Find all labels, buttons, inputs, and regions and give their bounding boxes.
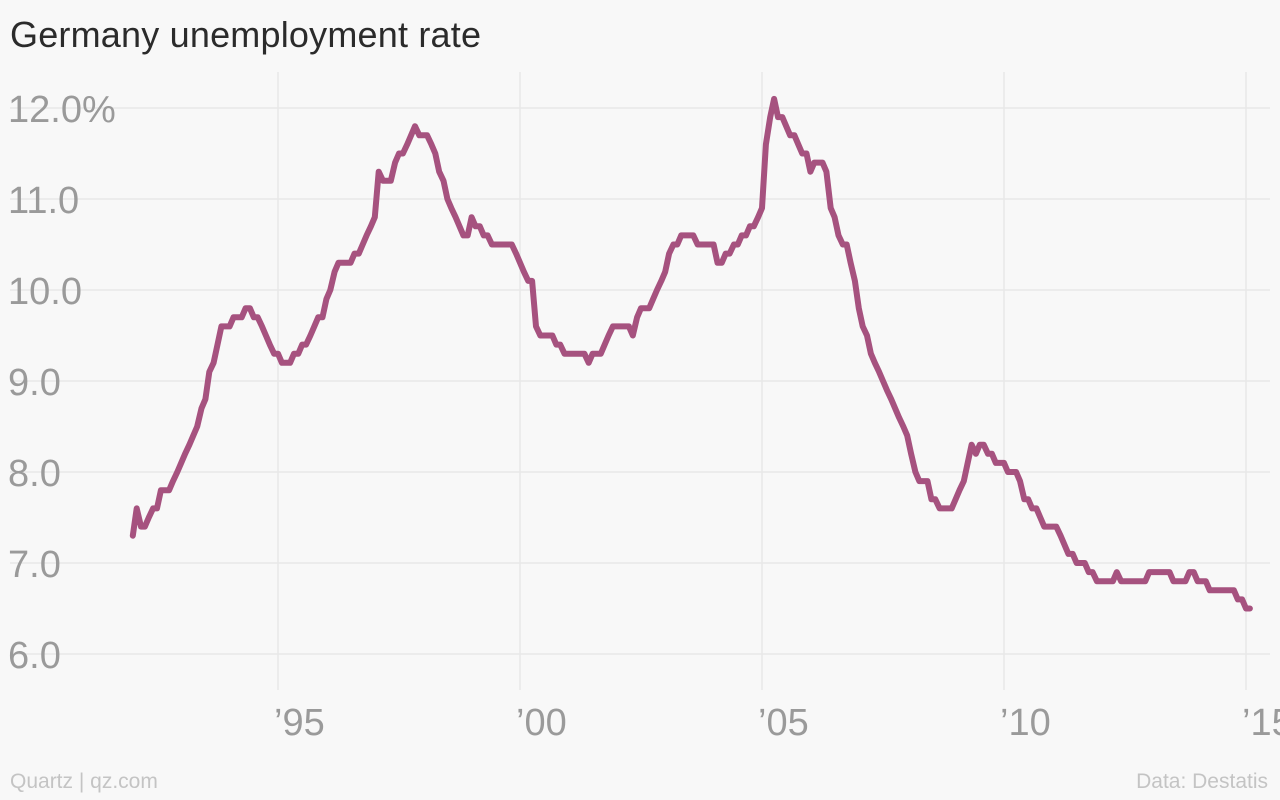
y-tick-label: 11.0 [8, 180, 79, 222]
x-tick-label: ’15 [1242, 702, 1280, 744]
y-tick-label: 6.0 [8, 635, 61, 677]
x-gridlines [277, 72, 1247, 690]
series-line-unemployment [129, 95, 1253, 612]
y-tick-label: 9.0 [8, 362, 61, 404]
y-tick-label: 10.0 [8, 271, 82, 313]
x-tick-label: ’05 [758, 702, 809, 744]
y-axis-ticks: 6.0 7.0 8.0 9.0 10.0 11.0 12.0% [8, 89, 116, 677]
x-tick-label: ’95 [274, 702, 325, 744]
y-tick-label: 8.0 [8, 453, 61, 495]
footer-source-right: Data: Destatis [1136, 770, 1268, 793]
x-tick-label: ’00 [516, 702, 567, 744]
footer-source-left: Quartz | qz.com [10, 770, 158, 793]
y-tick-label: 7.0 [8, 544, 61, 586]
chart-title: Germany unemployment rate [10, 14, 482, 55]
x-tick-label: ’10 [1000, 702, 1051, 744]
x-axis-ticks: ’95 ’00 ’05 ’10 ’15 [274, 702, 1280, 744]
y-gridlines [10, 107, 1270, 655]
y-tick-label: 12.0% [8, 89, 116, 131]
